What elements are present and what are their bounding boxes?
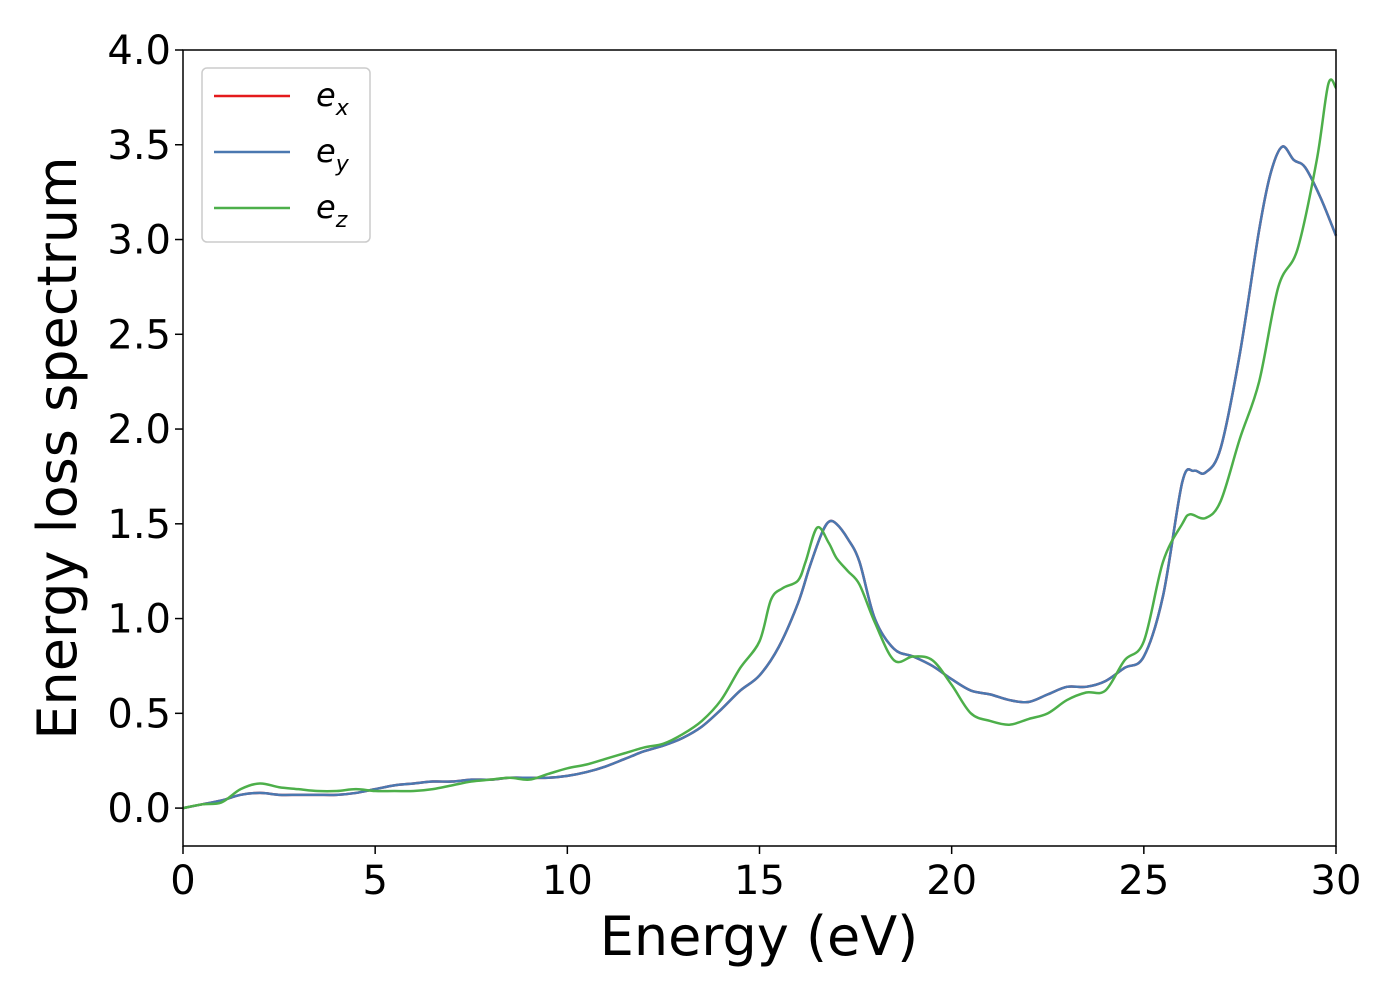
x-axis-label: Energy (eV): [600, 905, 919, 968]
x-tick-label: 15: [734, 858, 785, 904]
x-tick-label: 5: [362, 858, 387, 904]
series-line-y: [182, 145, 1338, 810]
y-tick-label: 2.5: [107, 312, 171, 358]
legend-label-x: ex: [316, 76, 350, 121]
y-tick-label: 1.5: [107, 502, 171, 548]
x-tick-label: 0: [170, 858, 195, 904]
y-tick-label: 3.0: [107, 218, 171, 264]
series-line-x: [182, 145, 1338, 810]
legend-label-z: ez: [316, 188, 348, 233]
legend-label-y: ey: [316, 132, 350, 177]
x-tick-label: 30: [1311, 858, 1362, 904]
plot-lines: [182, 78, 1338, 810]
x-tick-label: 10: [542, 858, 593, 904]
y-tick-label: 4.0: [107, 28, 171, 74]
x-tick-label: 20: [926, 858, 977, 904]
x-axis-ticks: 0 5 10 15 20 25 30: [170, 846, 1361, 904]
y-tick-label: 0.0: [107, 786, 171, 832]
y-axis-label: Energy loss spectrum: [26, 156, 89, 739]
x-tick-label: 25: [1118, 858, 1169, 904]
legend: ex ey ez: [201, 67, 371, 243]
y-tick-label: 3.5: [107, 123, 171, 169]
y-tick-label: 1.0: [107, 597, 171, 643]
y-axis-ticks: 0.0 0.5 1.0 1.5 2.0 2.5 3.0 3.5 4.0: [107, 28, 183, 832]
series-line-z: [182, 78, 1338, 810]
legend-box: [201, 67, 371, 243]
y-tick-label: 0.5: [107, 691, 171, 737]
y-tick-label: 2.0: [107, 407, 171, 453]
